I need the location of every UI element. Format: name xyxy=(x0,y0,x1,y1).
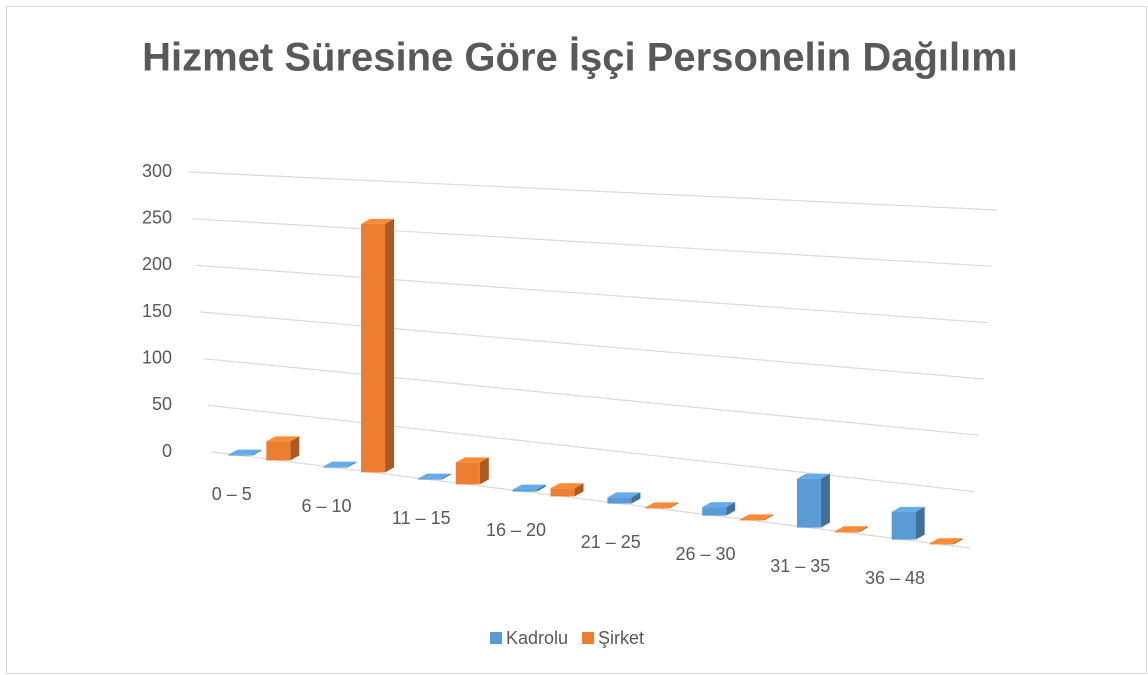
bar-side xyxy=(252,449,262,456)
bar-top xyxy=(266,436,300,442)
y-tick-label: 250 xyxy=(142,207,172,227)
bar-top xyxy=(323,461,357,467)
bar-top xyxy=(796,473,830,479)
x-tick-label: 16 – 20 xyxy=(486,520,546,540)
bar-side xyxy=(290,436,300,461)
bar xyxy=(834,526,868,533)
bar xyxy=(228,449,262,456)
bar xyxy=(323,461,357,468)
bar-front xyxy=(702,507,727,516)
bar-side xyxy=(858,526,868,533)
chart-title: Hizmet Süresine Göre İşçi Personelin Dağ… xyxy=(142,36,1018,80)
bar-side xyxy=(820,473,830,528)
x-tick-label: 11 – 15 xyxy=(392,508,451,528)
bar-front xyxy=(607,497,632,504)
bar-side xyxy=(347,461,357,468)
bar-top xyxy=(417,473,451,479)
bar xyxy=(512,484,546,492)
bar xyxy=(607,492,641,504)
bar-front xyxy=(323,466,348,468)
bar-front xyxy=(361,223,386,473)
bar-side xyxy=(726,502,736,516)
y-tick-label: 300 xyxy=(142,161,172,181)
grid-line xyxy=(199,311,984,380)
x-tick-label: 36 – 48 xyxy=(865,568,925,588)
grid-line xyxy=(187,171,998,211)
bar xyxy=(740,514,774,521)
bar-side xyxy=(764,514,774,521)
bar-side xyxy=(441,473,451,480)
bar xyxy=(796,473,830,528)
bar-top xyxy=(645,502,679,508)
bar-top xyxy=(550,483,584,489)
bar xyxy=(891,506,925,540)
bar-front xyxy=(796,478,821,528)
bar-side xyxy=(479,457,489,485)
grid-line xyxy=(195,264,989,324)
bar xyxy=(455,457,489,485)
bar-front xyxy=(266,441,291,461)
x-tick-label: 6 – 10 xyxy=(302,496,352,516)
bar-top xyxy=(512,484,546,490)
bar-front xyxy=(228,454,253,456)
bar-front xyxy=(512,489,537,492)
bar-side xyxy=(953,538,963,545)
bar-top xyxy=(228,449,262,455)
bar-front xyxy=(740,519,765,521)
bar xyxy=(702,502,736,516)
grid-line xyxy=(203,358,980,436)
legend-label: Şirket xyxy=(598,628,644,648)
bar-side xyxy=(574,483,584,497)
bar-top xyxy=(740,514,774,520)
bar xyxy=(550,483,584,497)
bar-side xyxy=(915,506,925,540)
bar-top xyxy=(361,218,395,224)
bar-top xyxy=(607,492,641,498)
bar-top xyxy=(834,526,868,532)
grid-line xyxy=(207,404,975,493)
bar-front xyxy=(455,462,480,485)
bar xyxy=(266,436,300,461)
bar-front xyxy=(834,531,859,533)
bar xyxy=(929,538,963,545)
legend-swatch xyxy=(582,632,595,644)
bar-side xyxy=(385,218,395,473)
bar xyxy=(361,218,395,473)
bar-front xyxy=(417,478,442,480)
bar-front xyxy=(891,511,916,540)
y-tick-label: 150 xyxy=(142,301,172,321)
bar-top xyxy=(702,502,736,508)
bar-side xyxy=(669,502,679,509)
bar xyxy=(645,502,679,509)
bar-top xyxy=(929,538,963,544)
x-tick-label: 21 – 25 xyxy=(581,532,641,552)
bar-top xyxy=(455,457,489,463)
bar-front xyxy=(645,507,670,509)
x-tick-label: 31 – 35 xyxy=(770,556,830,576)
grid-line xyxy=(191,218,993,267)
y-tick-label: 0 xyxy=(162,441,172,461)
bar xyxy=(417,473,451,480)
bar-front xyxy=(929,543,954,545)
bar-top xyxy=(891,506,925,512)
legend-swatch xyxy=(490,632,502,644)
x-tick-label: 0 – 5 xyxy=(212,484,252,504)
legend-label: Kadrolu xyxy=(506,628,568,648)
bar-side xyxy=(631,492,641,504)
x-tick-label: 26 – 30 xyxy=(676,544,736,564)
chart-frame xyxy=(6,6,1147,674)
y-tick-label: 200 xyxy=(142,254,172,274)
bar-front xyxy=(550,488,575,497)
y-tick-label: 100 xyxy=(142,347,172,367)
bar-side xyxy=(536,484,546,492)
y-tick-label: 50 xyxy=(152,394,172,414)
